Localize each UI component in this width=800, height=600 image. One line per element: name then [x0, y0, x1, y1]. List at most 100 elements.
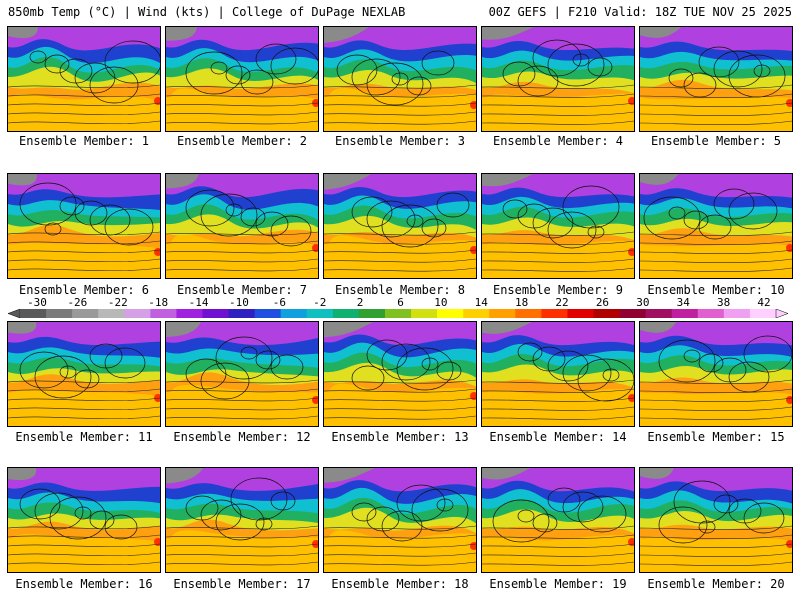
ensemble-member-label: Ensemble Member: 8	[334, 283, 466, 297]
colorbar-tick-label: -6	[272, 296, 286, 309]
colorbar-swatch	[46, 309, 73, 318]
ensemble-map-13	[323, 321, 477, 427]
temperature-field	[640, 27, 792, 131]
temperature-field	[166, 27, 318, 131]
colorbar-swatch	[489, 309, 516, 318]
ensemble-member-label: Ensemble Member: 4	[492, 134, 624, 148]
colorbar-swatch	[567, 309, 595, 318]
colorbar-swatch	[72, 309, 99, 318]
ensemble-member-label: Ensemble Member: 16	[15, 577, 153, 591]
colorbar-swatch	[150, 309, 177, 318]
ensemble-member-label: Ensemble Member: 3	[334, 134, 466, 148]
temperature-field	[8, 468, 160, 572]
ensemble-member-label: Ensemble Member: 5	[650, 134, 782, 148]
temperature-field	[324, 322, 476, 426]
ensemble-map-4	[481, 26, 635, 132]
colorbar-swatch	[384, 309, 412, 318]
colorbar-tick-label: 38	[716, 296, 731, 309]
colorbar-swatch	[280, 309, 308, 318]
ensemble-member-label: Ensemble Member: 10	[647, 283, 785, 297]
ensemble-map-19	[481, 467, 635, 573]
colorbar-tick-label: -10	[229, 296, 249, 309]
colorbar-swatch	[202, 309, 230, 318]
temperature-field	[482, 174, 634, 278]
colorbar-swatch	[124, 309, 151, 318]
ensemble-member-label: Ensemble Member: 18	[331, 577, 469, 591]
ensemble-member-label: Ensemble Member: 1	[18, 134, 150, 148]
temperature-field	[482, 468, 634, 572]
temperature-field	[8, 322, 160, 426]
colorbar-swatch	[463, 309, 490, 318]
colorbar-tick-label: 34	[676, 296, 690, 309]
temperature-field	[640, 174, 792, 278]
ensemble-member-label: Ensemble Member: 11	[15, 430, 153, 444]
ensemble-map-18	[323, 467, 477, 573]
ensemble-map-11	[7, 321, 161, 427]
temperature-field	[482, 27, 634, 131]
ensemble-map-7	[165, 173, 319, 279]
ensemble-map-20	[639, 467, 793, 573]
product-title: 850mb Temp (°C) | Wind (kts) | College o…	[8, 5, 406, 19]
ensemble-map-2	[165, 26, 319, 132]
ensemble-map-16	[7, 467, 161, 573]
ensemble-member-label: Ensemble Member: 7	[176, 283, 308, 297]
colorbar-swatch	[437, 309, 464, 318]
colorbar-tick-label: 14	[474, 296, 488, 309]
temperature-field	[324, 27, 476, 131]
ensemble-member-label: Ensemble Member: 2	[176, 134, 308, 148]
colorbar-swatch	[515, 309, 542, 318]
colorbar-tick-label: 2	[356, 296, 364, 309]
temperature-field	[166, 468, 318, 572]
colorbar-tick-label: -2	[313, 296, 327, 309]
colorbar-swatch	[541, 309, 568, 318]
colorbar-tick-label: -30	[27, 296, 47, 309]
temperature-field	[324, 468, 476, 572]
ensemble-map-10	[639, 173, 793, 279]
temperature-colorbar	[8, 309, 788, 318]
ensemble-map-3	[323, 26, 477, 132]
ensemble-member-label: Ensemble Member: 17	[173, 577, 311, 591]
temperature-field	[8, 27, 160, 131]
ensemble-map-15	[639, 321, 793, 427]
colorbar-min-arrow	[8, 309, 21, 318]
colorbar-swatch	[645, 309, 673, 318]
ensemble-map-6	[7, 173, 161, 279]
ensemble-map-5	[639, 26, 793, 132]
colorbar-swatch	[619, 309, 647, 318]
colorbar-tick-label: 42	[757, 296, 771, 309]
colorbar-ticks: -30 -26 -22 -18 -14 -10 -6 -2 2 6 10 14 18 22 26 30 34 38…	[0, 296, 800, 309]
colorbar-tick-label: 6	[397, 296, 404, 309]
ensemble-map-17	[165, 467, 319, 573]
colorbar-swatch	[98, 309, 125, 318]
temperature-field	[166, 174, 318, 278]
temperature-field	[324, 174, 476, 278]
colorbar-swatch	[411, 309, 438, 318]
colorbar-tick-label: 18	[515, 296, 529, 309]
ensemble-member-label: Ensemble Member: 12	[173, 430, 311, 444]
colorbar-tick-label: -18	[148, 296, 169, 309]
colorbar-tick-label: -14	[188, 296, 209, 309]
ensemble-map-1	[7, 26, 161, 132]
colorbar-swatch	[332, 309, 360, 318]
ensemble-member-label: Ensemble Member: 13	[331, 430, 469, 444]
ensemble-member-label: Ensemble Member: 6	[18, 283, 150, 297]
temperature-field	[640, 468, 792, 572]
ensemble-map-8	[323, 173, 477, 279]
colorbar-swatch	[671, 309, 699, 318]
temperature-field	[8, 174, 160, 278]
colorbar-swatch	[254, 309, 282, 318]
colorbar-tick-label: 26	[595, 296, 610, 309]
valid-time: 00Z GEFS | F210 Valid: 18Z TUE NOV 25 20…	[488, 5, 792, 19]
colorbar-max-arrow	[775, 309, 788, 318]
ensemble-map-14	[481, 321, 635, 427]
ensemble-member-label: Ensemble Member: 20	[647, 577, 785, 591]
temperature-field	[640, 322, 792, 426]
colorbar-swatch	[358, 309, 386, 318]
colorbar-swatch	[176, 309, 203, 318]
colorbar-tick-label: 10	[434, 296, 448, 309]
colorbar-tick-label: -22	[107, 296, 128, 309]
colorbar-tick-label: -26	[67, 296, 88, 309]
ensemble-member-label: Ensemble Member: 9	[492, 283, 624, 297]
ensemble-member-label: Ensemble Member: 14	[489, 430, 627, 444]
colorbar-swatch	[723, 309, 751, 318]
